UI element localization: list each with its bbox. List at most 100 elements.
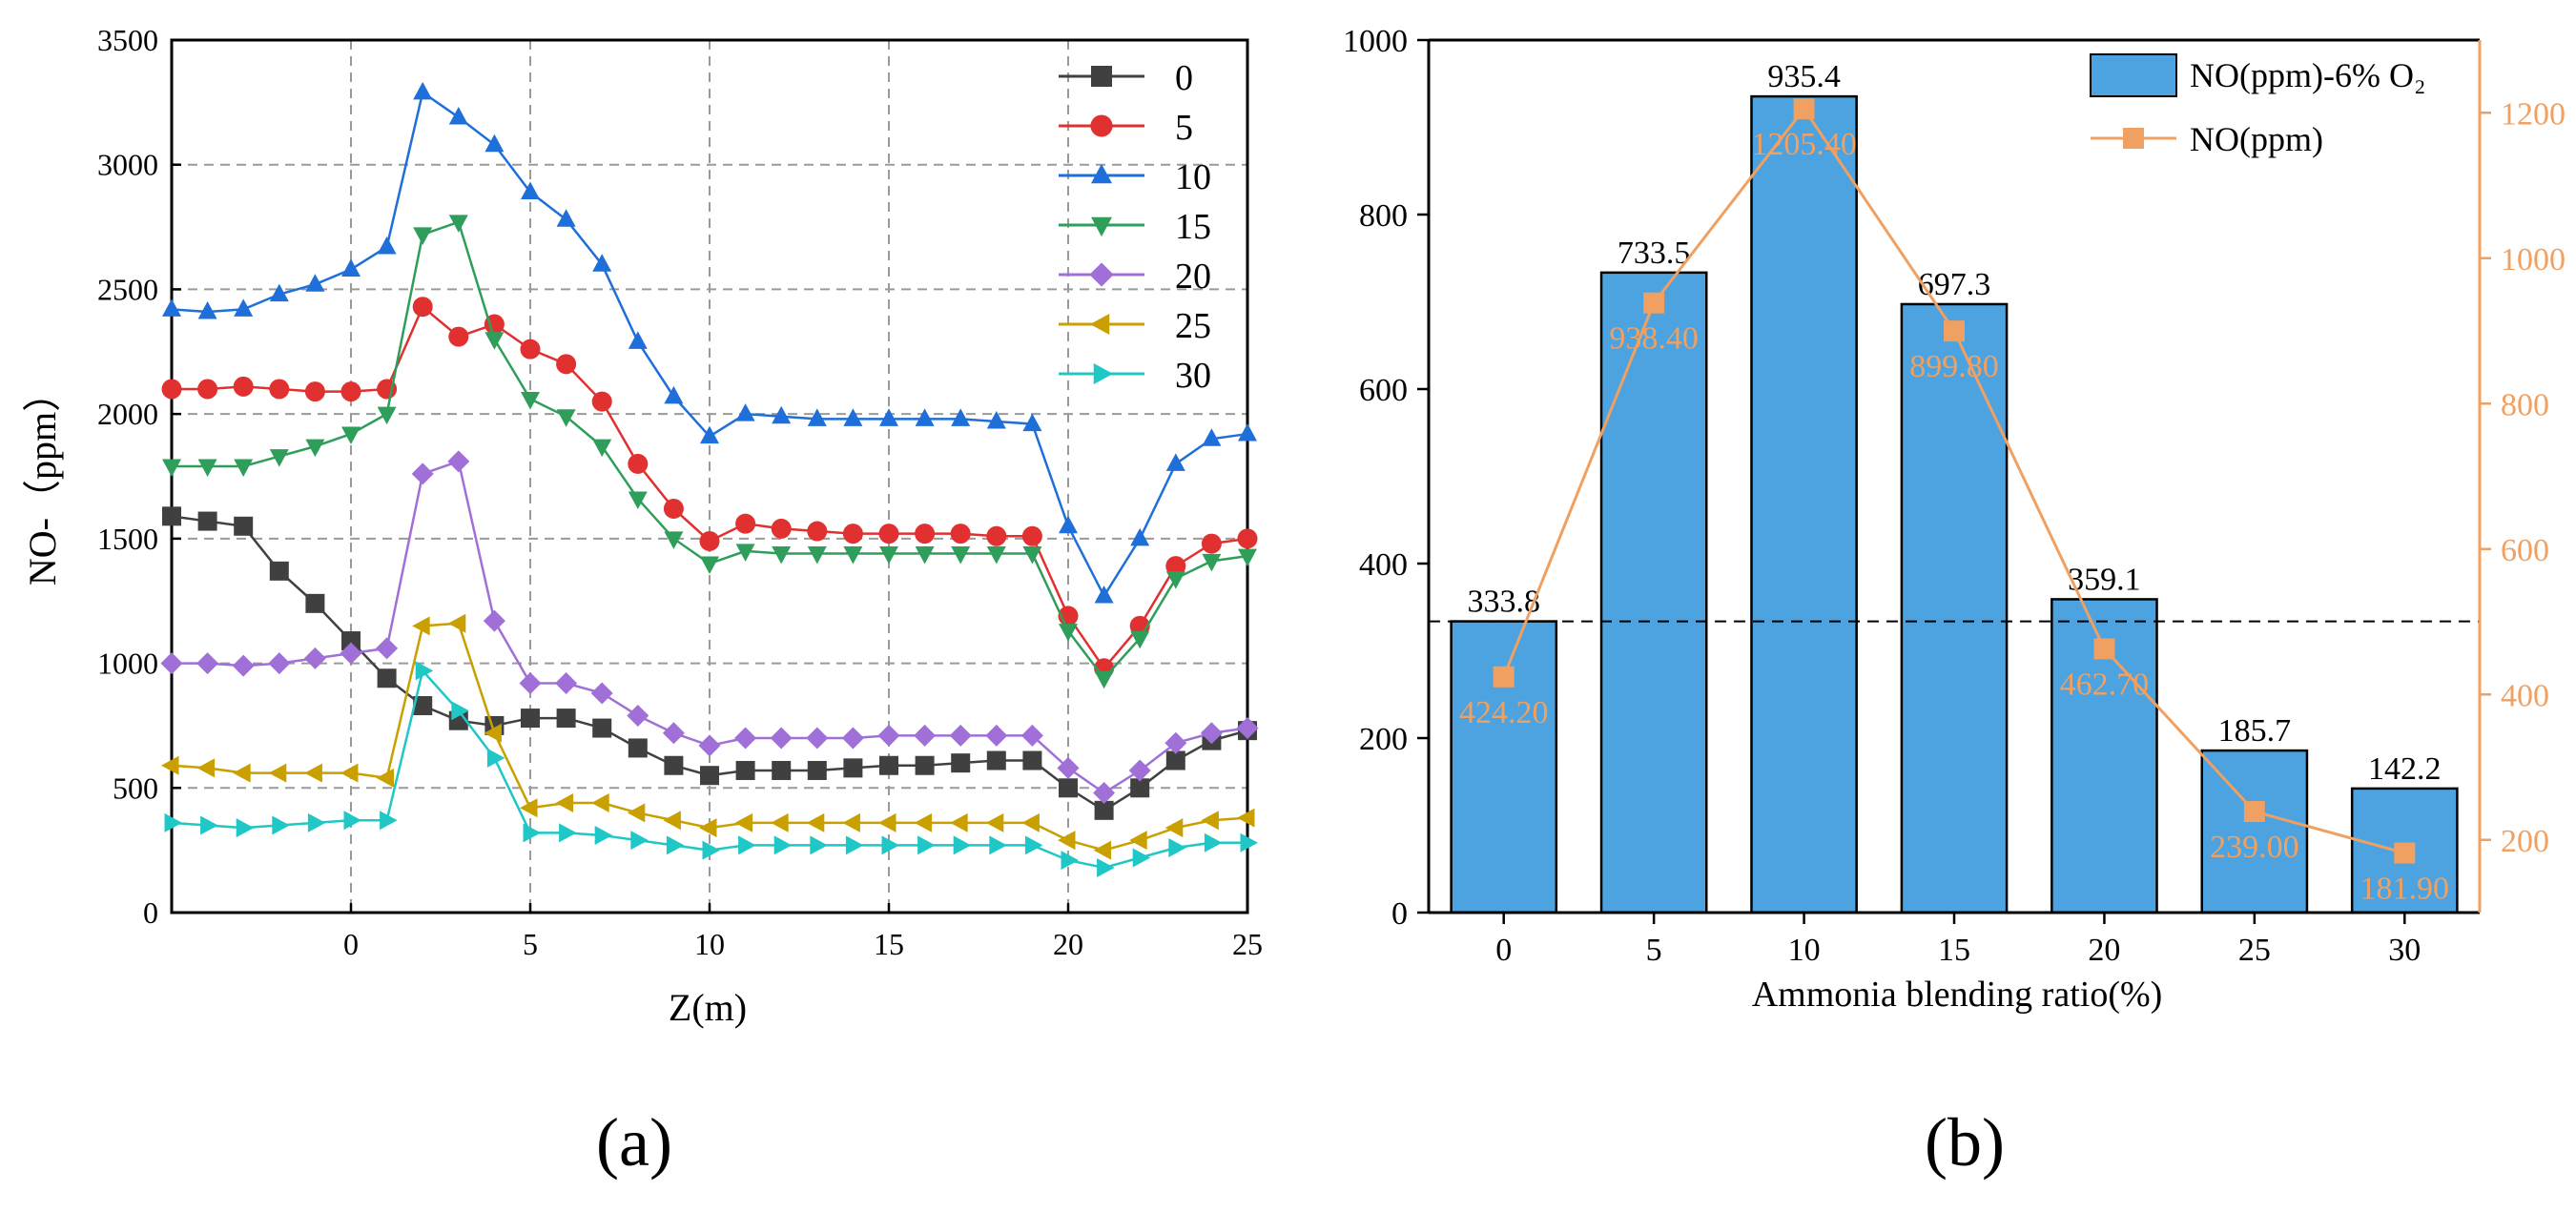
chart-b-bar-25	[2200, 749, 2309, 914]
chart-b-right-tick-label: 1000	[2501, 242, 2566, 277]
chart-a-point	[810, 835, 828, 855]
chart-a-point	[734, 727, 757, 750]
panel-a-label: (a)	[596, 1104, 672, 1181]
chart-a-point	[881, 835, 899, 855]
chart-a-point	[845, 835, 864, 855]
chart-b-line-point	[1643, 292, 1665, 314]
chart-b-x-tick-label: 0	[1495, 933, 1512, 968]
chart-a-point	[1164, 818, 1184, 838]
chart-a-point	[594, 825, 613, 845]
chart-a-point	[664, 385, 684, 404]
chart-a-point	[521, 709, 540, 729]
chart-a-point	[949, 724, 972, 747]
chart-a-point	[412, 297, 433, 318]
chart-a-series	[160, 81, 1259, 877]
chart-a-point	[915, 524, 936, 544]
chart-a-point	[1022, 750, 1042, 770]
chart-a-point	[663, 498, 684, 519]
chart-a-point	[735, 544, 755, 562]
chart-a-point	[413, 81, 433, 100]
chart-a-point	[413, 696, 433, 716]
chart-a-legend-marker	[1091, 216, 1112, 237]
chart-b-x-tick-label: 20	[2088, 933, 2120, 968]
chart-a-point	[1094, 585, 1114, 604]
chart-a-point	[662, 722, 685, 745]
chart-a-point	[806, 727, 829, 750]
chart-a-point	[914, 812, 933, 832]
chart-a-point	[160, 652, 183, 675]
chart-a-point	[877, 724, 900, 747]
chart-a-legend-label: 10	[1175, 157, 1211, 197]
chart-a-y-tick-label: 2000	[97, 397, 158, 431]
chart-a-point	[951, 753, 971, 773]
chart-a-point	[879, 546, 898, 565]
chart-a-point	[520, 798, 538, 818]
chart-a-point	[735, 513, 756, 534]
chart-a-point	[161, 755, 179, 775]
chart-a-point	[340, 642, 362, 665]
chart-b-bar-value-label: 733.5	[1618, 236, 1691, 271]
chart-a-point	[807, 408, 827, 426]
chart-a-point	[236, 818, 255, 838]
chart-a-point	[200, 815, 218, 835]
chart-a-series-5	[161, 297, 1258, 679]
chart-a-point	[842, 812, 860, 832]
chart-a-point	[521, 181, 540, 199]
chart-a-line-chart: 0 5 10 15 20 25 0 500 1000 1500 2000 2500 3000 3500 0…	[21, 23, 1263, 1029]
chart-a-legend-marker	[1093, 363, 1114, 384]
chart-a-point	[162, 298, 181, 317]
chart-a-y-tick-label: 0	[143, 895, 158, 930]
chart-a-point	[1202, 428, 1222, 446]
chart-b-bar-value-label: 185.7	[2218, 713, 2292, 749]
chart-a-legend: 0 5 10 15 20 25 30	[1059, 58, 1211, 396]
chart-a-point	[592, 254, 612, 272]
chart-a-point	[484, 332, 505, 350]
chart-a-point	[447, 450, 470, 473]
chart-a-point	[989, 835, 1007, 855]
chart-a-point	[738, 835, 756, 855]
chart-a-series-20	[160, 450, 1259, 805]
chart-a-point	[985, 812, 1004, 832]
panel-b-label: (b)	[1925, 1104, 2005, 1181]
chart-a-point	[1237, 528, 1258, 549]
chart-a-point	[523, 823, 541, 843]
chart-a-point	[986, 525, 1007, 546]
chart-a-point	[234, 516, 254, 536]
chart-a-point	[269, 283, 289, 302]
chart-b-bar-value-label: 359.1	[2068, 562, 2141, 597]
chart-a-point	[412, 616, 430, 636]
chart-a-point	[162, 506, 181, 526]
chart-a-point	[377, 668, 397, 688]
chart-a-point	[340, 763, 359, 783]
chart-a-point	[664, 755, 684, 775]
chart-a-point	[411, 462, 434, 485]
chart-a-point	[591, 391, 612, 412]
chart-b-x-tick-label: 25	[2238, 933, 2271, 968]
chart-a-series-10	[162, 81, 1257, 604]
chart-a-point	[772, 405, 792, 424]
chart-a-point	[1022, 546, 1042, 565]
chart-a-point	[1128, 759, 1151, 782]
chart-a-point	[272, 815, 290, 835]
chart-a-point	[341, 258, 361, 277]
chart-a-point	[233, 376, 254, 397]
chart-b-x-tick-label: 15	[1938, 933, 1970, 968]
chart-a-point	[735, 760, 755, 780]
chart-a-point	[807, 521, 828, 542]
chart-b-bar-10	[1750, 94, 1858, 914]
chart-a-point	[950, 812, 968, 832]
chart-b-right-tick-label: 800	[2501, 387, 2549, 422]
chart-a-point	[1238, 548, 1257, 567]
chart-a-point	[305, 274, 325, 292]
chart-b-line-point	[1793, 98, 1815, 120]
chart-a-point	[1061, 851, 1079, 871]
chart-a-point	[986, 546, 1006, 565]
chart-a-point	[1094, 800, 1114, 820]
chart-a-point	[232, 654, 255, 677]
chart-a-legend-marker	[1091, 163, 1112, 184]
chart-a-point	[520, 339, 541, 359]
chart-a-point	[164, 812, 182, 832]
chart-b-legend-line-marker	[2123, 128, 2144, 149]
